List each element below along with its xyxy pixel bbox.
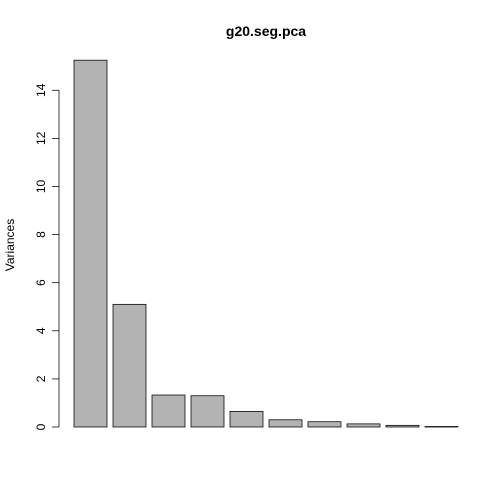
y-axis-label: Variances	[3, 219, 17, 271]
bar-2	[112, 303, 147, 428]
bar-5	[229, 410, 264, 428]
y-axis: 0 2 4 6 8 10 12 14	[34, 83, 60, 430]
y-tick-label-6: 6	[34, 279, 48, 286]
y-tick-label-8: 8	[34, 231, 48, 238]
bar-1	[73, 59, 108, 428]
chart-title: g20.seg.pca	[226, 23, 306, 39]
y-tick-label-10: 10	[34, 179, 48, 193]
bar-6	[268, 419, 303, 428]
y-tick-label-2: 2	[34, 375, 48, 382]
bar-10	[424, 426, 459, 428]
bar-3	[151, 394, 186, 428]
y-tick-label-14: 14	[34, 83, 48, 97]
y-tick-label-4: 4	[34, 327, 48, 334]
y-tick-label-12: 12	[34, 131, 48, 145]
bars-group	[73, 59, 459, 428]
bar-7	[307, 421, 342, 428]
y-tick-label-0: 0	[34, 423, 48, 430]
bar-8	[346, 423, 381, 428]
bar-9	[385, 424, 420, 428]
bar-4	[190, 395, 225, 428]
